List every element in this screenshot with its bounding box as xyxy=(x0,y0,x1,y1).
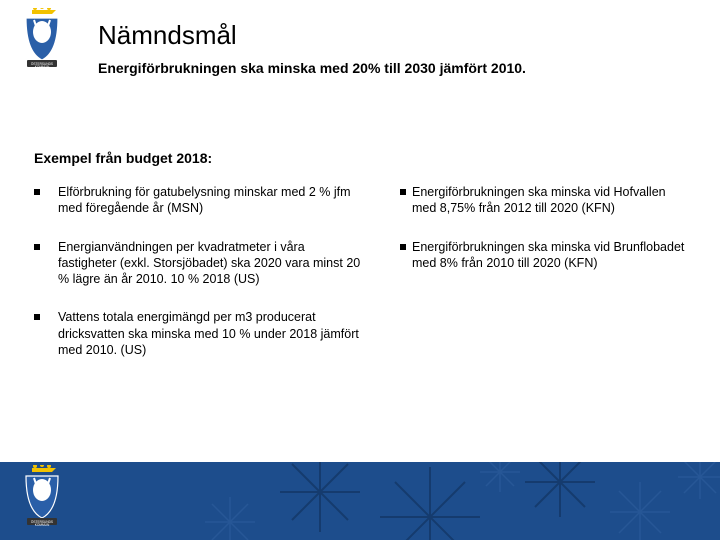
bullet-icon xyxy=(34,189,40,195)
svg-text:KOMMUN: KOMMUN xyxy=(35,523,50,527)
footer-band xyxy=(0,462,720,540)
logo-bottom: ÖSTERSUNDS KOMMUN xyxy=(18,465,66,532)
logo-top: ÖSTERSUNDS KOMMUN xyxy=(18,8,66,73)
right-column: Energiförbrukningen ska minska vid Hofva… xyxy=(400,184,690,293)
page-title: Nämndsmål xyxy=(98,20,237,51)
ostersund-logo-icon: ÖSTERSUNDS KOMMUN xyxy=(18,8,66,68)
bullet-text: Energiförbrukningen ska minska vid Hofva… xyxy=(412,184,690,217)
bullet-icon xyxy=(34,314,40,320)
bullet-text: Vattens totala energimängd per m3 produc… xyxy=(58,309,364,358)
section-heading: Exempel från budget 2018: xyxy=(34,150,212,166)
list-item: Elförbrukning för gatubelysning minskar … xyxy=(34,184,364,217)
list-item: Vattens totala energimängd per m3 produc… xyxy=(34,309,364,358)
ostersund-logo-icon: ÖSTERSUNDS KOMMUN xyxy=(18,465,66,527)
bullet-text: Energiförbrukningen ska minska vid Brunf… xyxy=(412,239,690,272)
left-column: Elförbrukning för gatubelysning minskar … xyxy=(34,184,364,380)
bullet-icon xyxy=(400,244,406,250)
list-item: Energiförbrukningen ska minska vid Hofva… xyxy=(400,184,690,217)
snowflake-pattern-icon xyxy=(0,462,720,540)
bullet-text: Energianvändningen per kvadratmeter i vå… xyxy=(58,239,364,288)
list-item: Energiförbrukningen ska minska vid Brunf… xyxy=(400,239,690,272)
slide: ÖSTERSUNDS KOMMUN Nämndsmål Energiförbru… xyxy=(0,0,720,540)
list-item: Energianvändningen per kvadratmeter i vå… xyxy=(34,239,364,288)
bullet-text: Elförbrukning för gatubelysning minskar … xyxy=(58,184,364,217)
svg-text:KOMMUN: KOMMUN xyxy=(35,65,50,68)
bullet-icon xyxy=(34,244,40,250)
page-subtitle: Energiförbrukningen ska minska med 20% t… xyxy=(98,60,526,76)
bullet-icon xyxy=(400,189,406,195)
